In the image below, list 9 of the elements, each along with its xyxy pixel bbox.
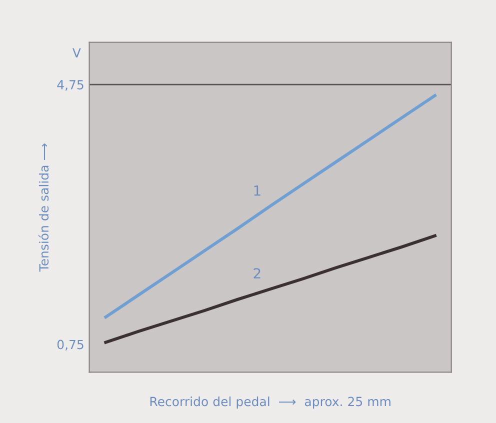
line-series <box>104 234 436 344</box>
y-tick-label: 4,75 <box>57 80 84 91</box>
series-label: 1 <box>254 185 260 196</box>
y-tick-label: 0,75 <box>57 340 84 351</box>
x-axis-title: Recorrido del pedal ⟶ aprox. 25 mm <box>150 396 390 409</box>
text: V <box>72 48 81 58</box>
line-series <box>104 94 436 319</box>
series-label: 2 <box>254 268 260 278</box>
y-axis-title: Tensión de salida ⟶ <box>38 143 49 272</box>
